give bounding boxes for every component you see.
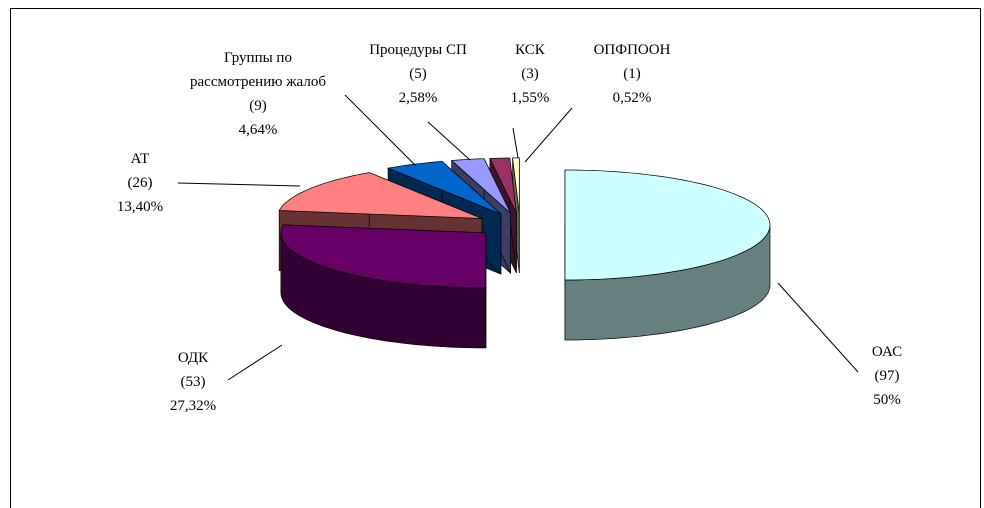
category-label: ОДК: [177, 350, 209, 366]
category-label: КСК: [515, 42, 545, 58]
slice: [512, 157, 520, 213]
slice-label: ОДК (53) 27,32%: [153, 346, 233, 418]
category-label: Группы по рассмотрению жалоб: [190, 50, 326, 90]
leader-line: [344, 94, 416, 166]
leader-line: [177, 182, 301, 187]
slice: [489, 157, 517, 214]
value-label: (26): [127, 175, 153, 191]
percent-label: 0,52%: [612, 90, 652, 106]
leader-line: [512, 127, 519, 159]
value-label: (1): [623, 66, 641, 82]
percent-label: 4,64%: [238, 122, 278, 138]
category-label: Процедуры СП: [369, 42, 467, 58]
value-label: (5): [409, 66, 427, 82]
slice-label: Процедуры СП (5) 2,58%: [353, 38, 483, 110]
slice: [280, 224, 487, 289]
slice: [278, 172, 483, 219]
slice: [450, 158, 511, 214]
chart-frame: [10, 8, 981, 508]
value-label: (9): [249, 98, 267, 114]
value-label: (97): [874, 368, 900, 384]
value-label: (53): [180, 374, 206, 390]
value-label: (3): [521, 66, 539, 82]
slice-label: ОАС (97) 50%: [857, 340, 917, 412]
percent-label: 50%: [873, 392, 901, 408]
percent-label: 1,55%: [510, 90, 550, 106]
category-label: АТ: [130, 151, 150, 167]
percent-label: 2,58%: [398, 90, 438, 106]
category-label: ОПФПООН: [593, 42, 671, 58]
percent-label: 27,32%: [169, 398, 217, 414]
slice: [564, 169, 771, 281]
slice-label: КСК (3) 1,55%: [500, 38, 560, 110]
leader-line: [524, 107, 573, 163]
leader-line: [227, 344, 283, 381]
category-label: ОАС: [871, 344, 903, 360]
percent-label: 13,40%: [116, 199, 164, 215]
slice-label: Группы по рассмотрению жалоб (9) 4,64%: [178, 46, 338, 142]
slice-label: ОПФПООН (1) 0,52%: [582, 38, 682, 110]
slice-label: АТ (26) 13,40%: [100, 147, 180, 219]
leader-line: [427, 121, 471, 161]
leader-line: [777, 282, 859, 373]
